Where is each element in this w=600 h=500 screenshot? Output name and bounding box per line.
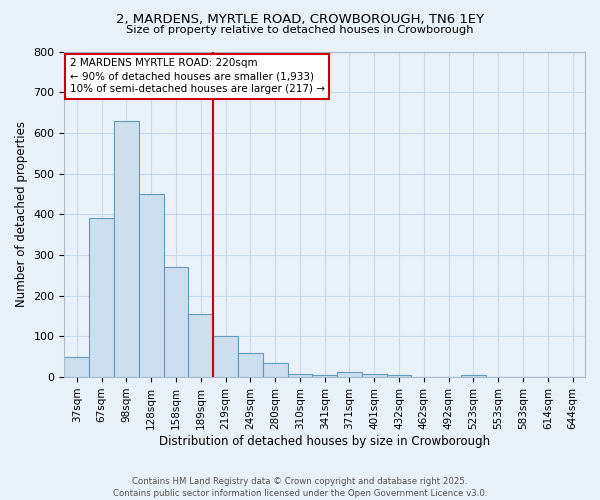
Bar [313,375,337,377]
Bar [114,120,139,377]
Text: 2, MARDENS, MYRTLE ROAD, CROWBOROUGH, TN6 1EY: 2, MARDENS, MYRTLE ROAD, CROWBOROUGH, TN… [116,12,484,26]
Bar [337,372,362,377]
Bar [64,356,89,377]
Text: 2 MARDENS MYRTLE ROAD: 220sqm
← 90% of detached houses are smaller (1,933)
10% o: 2 MARDENS MYRTLE ROAD: 220sqm ← 90% of d… [70,58,325,94]
Y-axis label: Number of detached properties: Number of detached properties [15,122,28,308]
Bar [188,314,213,377]
Bar [139,194,164,377]
Bar [164,267,188,377]
Bar [238,352,263,377]
X-axis label: Distribution of detached houses by size in Crowborough: Distribution of detached houses by size … [159,434,490,448]
Text: Size of property relative to detached houses in Crowborough: Size of property relative to detached ho… [126,25,474,35]
Bar [362,374,386,377]
Bar [386,376,412,377]
Bar [89,218,114,377]
Bar [213,336,238,377]
Text: Contains HM Land Registry data © Crown copyright and database right 2025.
Contai: Contains HM Land Registry data © Crown c… [113,476,487,498]
Bar [461,375,486,377]
Bar [263,363,287,377]
Bar [287,374,313,377]
